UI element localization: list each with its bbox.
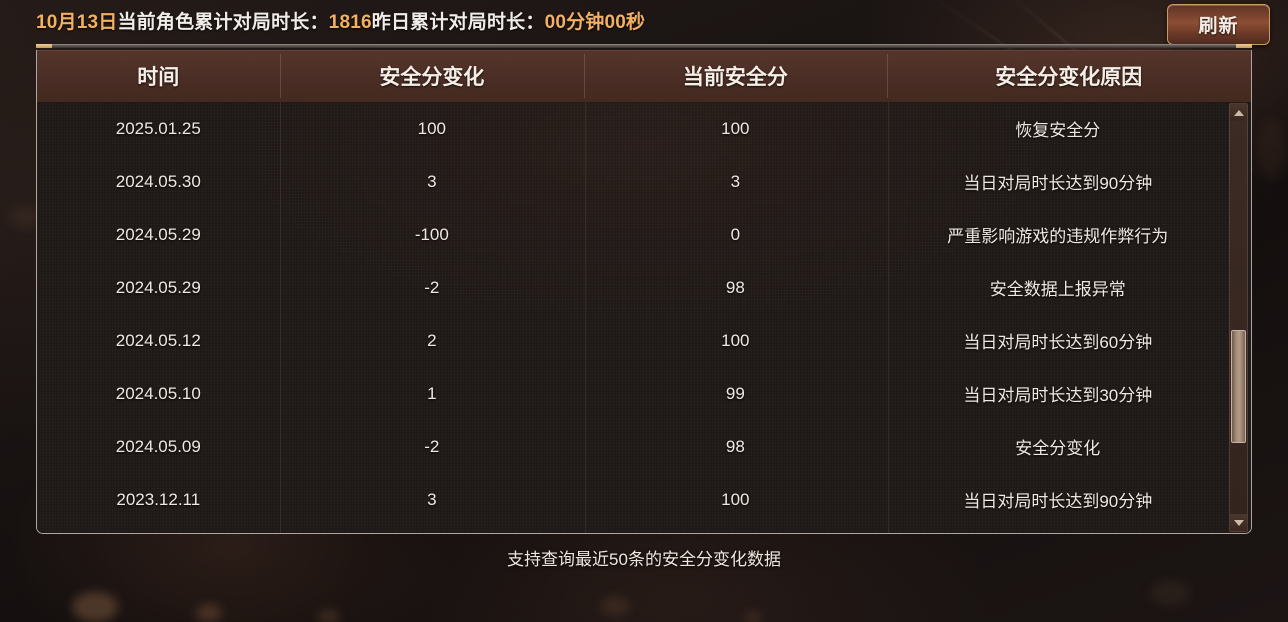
cell-reason: 当日对局时长达到60分钟: [963, 333, 1153, 352]
cell-reason: 当日对局时长达到90分钟: [963, 174, 1153, 193]
top-status-bar: 10月13日当前角色累计对局时长：1816昨日累计对局时长：00分钟00秒 刷新: [0, 0, 1288, 46]
footer-note: 支持查询最近50条的安全分变化数据: [507, 550, 781, 569]
cell-score-change: 3: [427, 489, 437, 509]
cell-current-score: 98: [725, 436, 745, 456]
bokeh-light: [318, 610, 340, 622]
cell-current-score: 100: [721, 330, 750, 350]
cell-reason: 安全分变化: [1015, 439, 1101, 458]
scroll-down-arrow-icon[interactable]: [1230, 514, 1247, 531]
cell-date: 2024.05.12: [115, 330, 201, 350]
table-row[interactable]: 2024.05.12 2 100 当日对局时长达到60分钟: [37, 314, 1229, 367]
cell-date: 2024.05.29: [115, 224, 201, 244]
cell-reason: 当日对局时长达到30分钟: [963, 386, 1153, 405]
cell-score-change: -2: [424, 436, 440, 456]
table-body-scroll-area[interactable]: 2025.01.25 100 100 恢复安全分 2024.05.30 3 3 当日对局时长达…: [37, 102, 1251, 533]
cell-score-change: 1: [427, 383, 437, 403]
cell-score-change: 100: [417, 118, 447, 138]
stat-segment-2: 1816: [328, 12, 372, 33]
bokeh-light: [1150, 580, 1190, 606]
cell-reason: 恢复安全分: [1015, 121, 1101, 140]
table-row[interactable]: 2024.05.09 -2 98 安全分变化: [37, 420, 1229, 473]
bokeh-light: [72, 592, 118, 622]
scroll-up-arrow-icon[interactable]: [1230, 104, 1247, 121]
refresh-button[interactable]: 刷新: [1167, 4, 1270, 45]
cell-reason: 严重影响游戏的违规作弊行为: [947, 227, 1169, 246]
cell-date: 2024.05.10: [115, 383, 201, 403]
cell-current-score: 100: [721, 118, 750, 138]
cell-score-change: 3: [427, 171, 437, 191]
bokeh-light: [744, 612, 762, 622]
cell-date: 2025.01.25: [115, 118, 201, 138]
bokeh-light: [1256, 120, 1286, 180]
cell-date: 2024.05.09: [115, 436, 201, 456]
session-stats-line: 10月13日当前角色累计对局时长：1816昨日累计对局时长：00分钟00秒: [36, 9, 645, 37]
cell-date: 2024.05.30: [115, 171, 201, 191]
table-row[interactable]: 2024.05.29 -2 98 安全数据上报异常: [37, 261, 1229, 314]
table-body: 2025.01.25 100 100 恢复安全分 2024.05.30 3 3 当日对局时长达…: [37, 102, 1229, 526]
column-header-3: 安全分变化原因: [886, 50, 1251, 102]
bokeh-light: [600, 596, 630, 616]
security-score-panel: 时间 安全分变化 当前安全分 安全分变化原因 2025.01.25 100 100 恢复安全…: [36, 50, 1252, 534]
cell-current-score: 99: [725, 383, 745, 403]
bokeh-light: [196, 604, 222, 622]
column-header-2: 当前安全分: [584, 50, 887, 102]
table-row[interactable]: 2024.05.30 3 3 当日对局时长达到90分钟: [37, 155, 1229, 208]
cell-score-change: -2: [424, 277, 440, 297]
cell-score-change: 2: [427, 330, 437, 350]
cell-date: 2023.12.11: [116, 489, 201, 509]
cell-current-score: 3: [730, 171, 741, 191]
table-row[interactable]: 2024.05.29 -100 0 严重影响游戏的违规作弊行为: [37, 208, 1229, 261]
cell-current-score: 98: [725, 277, 745, 297]
table-header-row: 时间 安全分变化 当前安全分 安全分变化原因: [37, 50, 1251, 102]
cell-date: 2024.05.29: [115, 277, 201, 297]
stat-segment-4: 00分钟00秒: [544, 12, 646, 33]
cell-score-change: -100: [414, 224, 449, 244]
table-row[interactable]: 2025.01.25 100 100 恢复安全分: [37, 102, 1229, 155]
stat-segment-1: 当前角色累计对局时长：: [117, 12, 329, 33]
cell-reason: 当日对局时长达到90分钟: [963, 492, 1153, 511]
vertical-scrollbar[interactable]: [1229, 103, 1248, 532]
stat-segment-0: 10月13日: [36, 12, 118, 33]
column-header-0: 时间: [137, 66, 180, 89]
top-divider: [36, 44, 1252, 48]
scrollbar-thumb[interactable]: [1231, 330, 1246, 443]
table-row[interactable]: 2024.05.10 1 99 当日对局时长达到30分钟: [37, 367, 1229, 420]
column-header-1: 安全分变化: [279, 50, 585, 102]
cell-reason: 安全数据上报异常: [989, 280, 1126, 299]
cell-current-score: 0: [730, 224, 741, 244]
refresh-button-label: 刷新: [1198, 16, 1239, 37]
cell-current-score: 100: [721, 489, 750, 509]
stat-segment-3: 昨日累计对局时长：: [371, 12, 545, 33]
table-row[interactable]: 2023.12.11 3 100 当日对局时长达到90分钟: [37, 473, 1229, 526]
